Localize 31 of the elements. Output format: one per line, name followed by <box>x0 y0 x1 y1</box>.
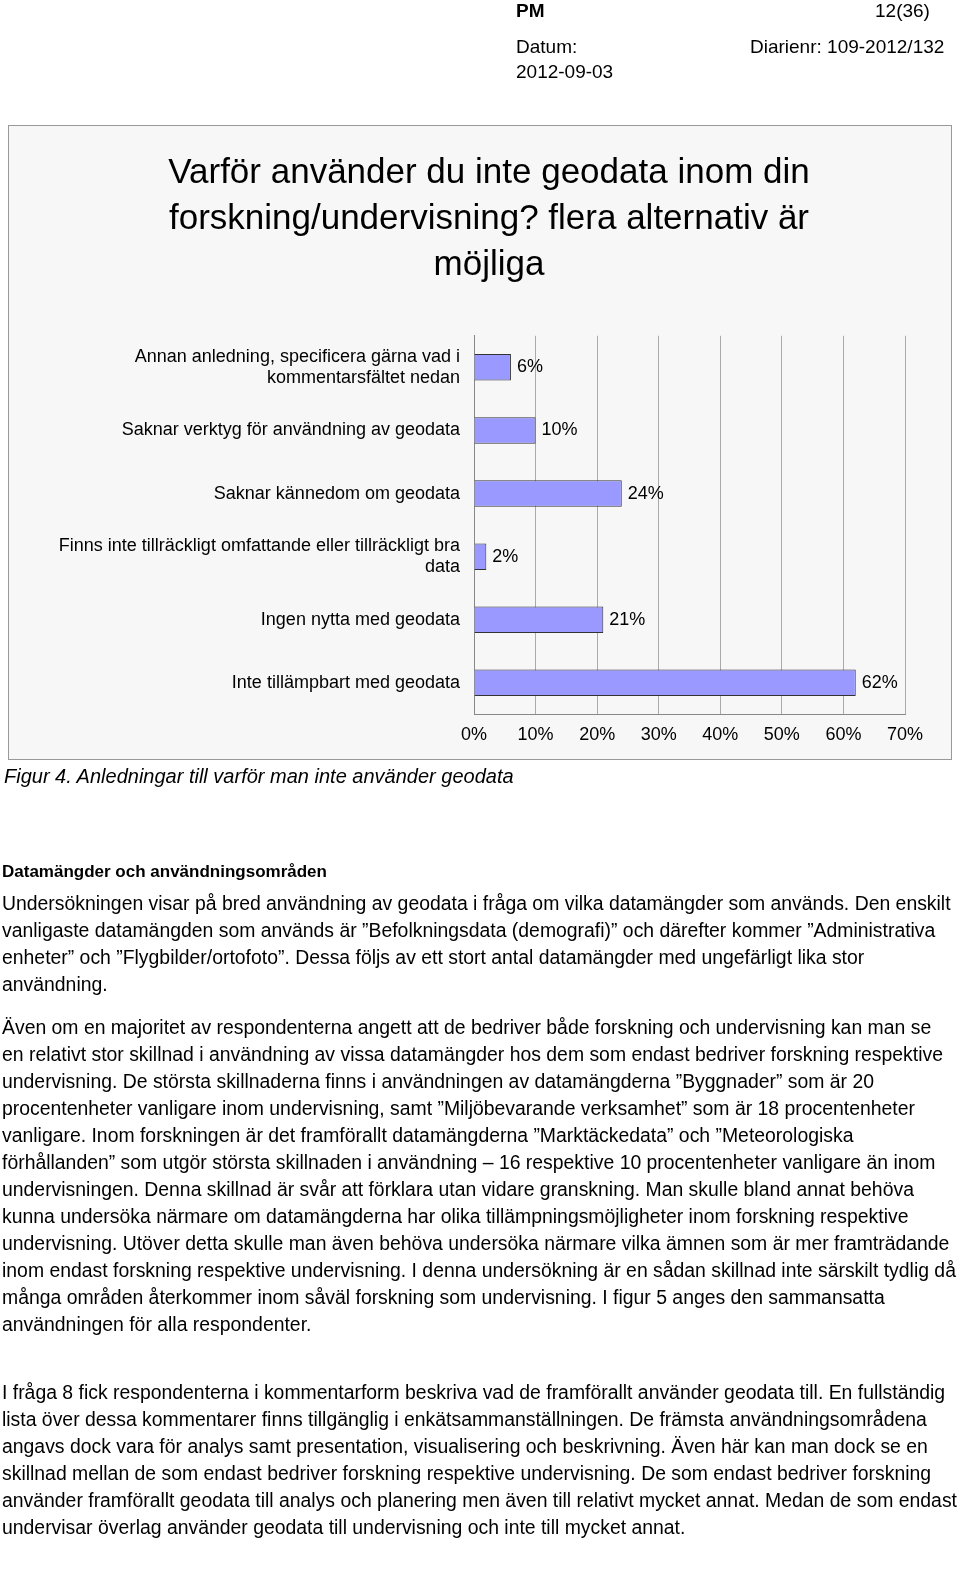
y-tick-label: Annan anledning, specificera gärna vad i kommentarsfältet nedan <box>134 345 460 388</box>
data-label: 62% <box>861 671 898 692</box>
y-tick-label: Ingen nytta med geodata <box>260 608 461 629</box>
data-label: 2% <box>492 545 519 566</box>
data-label: 6% <box>516 356 543 377</box>
data-label: 24% <box>627 482 664 503</box>
x-tick-label: 40% <box>702 724 739 745</box>
y-tick-label: Finns inte tillräckligt omfattande eller tillräckligt bra data <box>58 534 461 577</box>
x-tick-label: 30% <box>640 724 677 745</box>
text: Även om en majoritet av respondenterna angett att de bedriver både forskning och undervisning kan man se en relativt stor skillnad i användning av vissa datamängder hos dem som endast bedriver forskning respektive undervisning. De största skillnaderna finns i användningen av datamängderna ”Byggnader” som är 20 procentenheter vanligare inom undervisning, samt ”Miljöbevarande verksamhet” som är 18 procentenheter vanligare. Inom forskningen är det framförallt datamängderna ”Marktäckedata” och ”Meteorologiska förhållanden” som utgör största skillnaden i användning – 16 respektive 10 procentenheter vanligare än inom undervisningen. Denna skillnad är svår att förklara utan vidare granskning. Man skulle bland annat behöva kunna undersöka närmare om datamängderna har olika tillämpningsmöjligheter inom forskning respektive undervisning. Utöver detta skulle man även behöva undersöka närmare vilka ämnen som är mer framträdande inom endast forskning respektive undervisning. I denna undersökning är en sådan skillnad inte särskilt tydlig då många områden återkommer inom såväl forskning som undervisning. I figur 5 anges den sammansatta användningen för alla respondenter. <box>2 1016 956 1335</box>
text: Diarienr: 109-2012/132 <box>750 36 945 58</box>
y-tick-label: Saknar kännedom om geodata <box>213 482 461 503</box>
data-label: 10% <box>541 419 578 440</box>
text: PM <box>516 0 545 22</box>
text: 2012-09-03 <box>516 61 614 83</box>
x-tick-label: 20% <box>579 724 616 745</box>
y-tick-label: Inte tillämpbart med geodata <box>231 671 461 692</box>
x-tick-label: 0% <box>460 724 488 745</box>
y-tick-label: Saknar verktyg för användning av geodata <box>121 419 461 440</box>
text: Datum: <box>516 36 578 58</box>
x-tick-label: 50% <box>763 724 800 745</box>
chart-title: Varför använder du inte geodata inom din forskning/undervisning? flera alternativ är möjliga <box>167 150 811 284</box>
text: Datamängder och användningsområden <box>2 862 327 882</box>
x-tick-label: 10% <box>517 724 554 745</box>
text: 12(36) <box>875 0 930 22</box>
x-tick-label: 60% <box>825 724 862 745</box>
data-label: 21% <box>609 608 646 629</box>
text: Figur 4. Anledningar till varför man inte använder geodata <box>4 765 514 788</box>
text: I fråga 8 fick respondenterna i kommentarform beskriva vad de framförallt använder geodata till. En fullständig lista över dessa kommentarer finns tillgänglig i enkätsammanställningen. De främsta användningsområdena angavs dock vara för analys samt presentation, visualisering och beskrivning. Även här kan man dock se en skillnad mellan de som endast bedriver forskning respektive undervisning. De som endast bedriver forskning använder framförallt geodata till analys och planering men även till relativt mycket annat. Medan de som endast undervisar överlag använder geodata till undervisning och inte till mycket annat. <box>2 1380 958 1540</box>
x-tick-label: 70% <box>886 724 924 745</box>
text: Undersökningen visar på bred användning av geodata i fråga om vilka datamängder som används. Den enskilt vanligaste datamängden som används är ”Befolkningsdata (demografi)” och därefter kommer ”Administrativa enheter” och ”Flygbilder/ortofoto”. Dessa följs av ett stort antal datamängder med ungefärligt lika stor användning. <box>2 891 952 997</box>
